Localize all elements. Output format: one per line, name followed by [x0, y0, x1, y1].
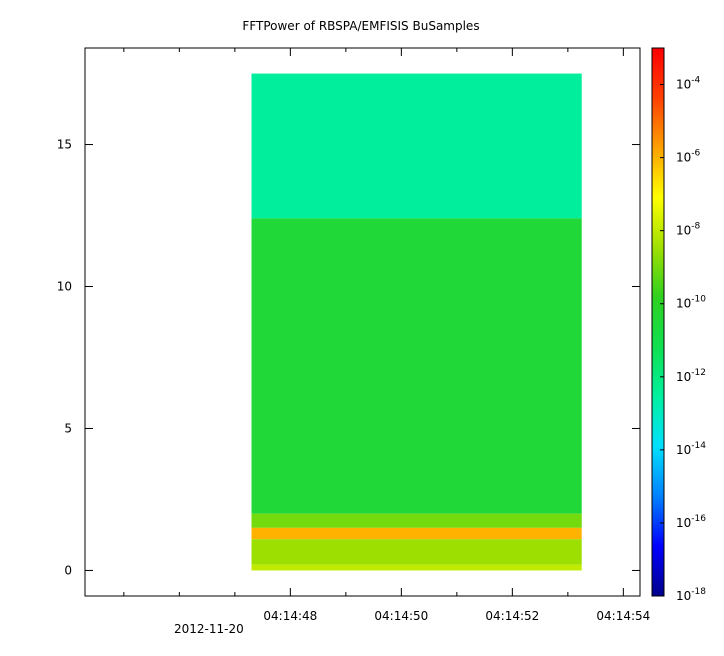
- colorbar-tick-label: 10-4: [676, 76, 701, 92]
- colorbar: 10-4 10-6 10-8 10-10 10-12 10-14 10-16 10-18: [651, 47, 706, 603]
- y-tick-label: 10: [57, 280, 72, 294]
- y-tick-label: 0: [64, 563, 72, 577]
- heatmap-image: [251, 73, 582, 571]
- x-tick-label: 04:14:48: [263, 609, 317, 623]
- colorbar-tick-label: 10-12: [676, 368, 706, 384]
- x-tick-label: 04:14:50: [374, 609, 428, 623]
- colorbar-tick-label: 10-10: [676, 295, 706, 311]
- colorbar-tick-label: 10-14: [676, 441, 706, 457]
- colorbar-tick-label: 10-18: [676, 587, 706, 603]
- heatmap-band-3: [251, 527, 582, 540]
- heatmap-band-2: [251, 513, 582, 528]
- heatmap-band-1: [251, 218, 582, 514]
- chart-title: FFTPower of RBSPA/EMFISIS BuSamples: [242, 19, 479, 33]
- colorbar-ticks: 10-4 10-6 10-8 10-10 10-12 10-14 10-16 10-18: [660, 76, 706, 603]
- x-axis-date-label: 2012-11-20: [174, 622, 244, 636]
- heatmap-band-4: [251, 539, 582, 565]
- colorbar-tick-label: 10-8: [676, 222, 701, 238]
- colorbar-gradient: [651, 47, 665, 597]
- x-tick-label: 04:14:52: [485, 609, 539, 623]
- heatmap-band-0: [251, 73, 582, 219]
- y-tick-label: 5: [64, 421, 72, 435]
- heatmap-band-5: [251, 564, 582, 571]
- colorbar-tick-label: 10-6: [676, 149, 701, 165]
- y-tick-label: 15: [57, 138, 72, 152]
- colorbar-tick-label: 10-16: [676, 514, 706, 530]
- y-axis: 0 5 10 15: [57, 138, 640, 577]
- x-tick-label: 04:14:54: [596, 609, 650, 623]
- x-axis: 04:14:48 04:14:50 04:14:52 04:14:54: [123, 48, 650, 623]
